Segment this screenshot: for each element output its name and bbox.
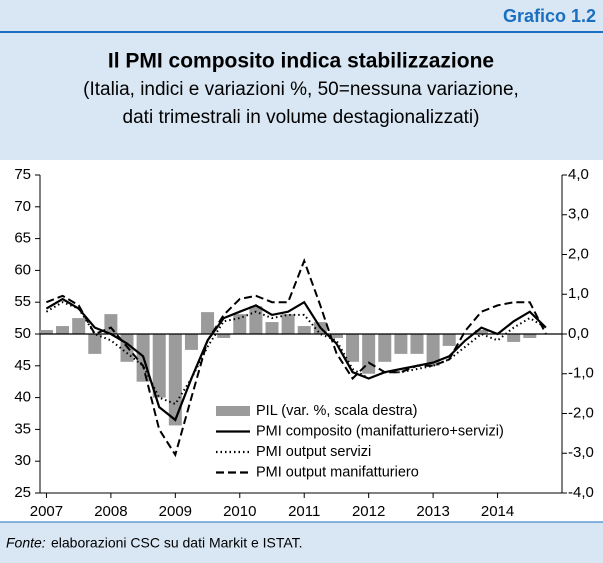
bar [297,326,311,334]
bar [168,334,182,426]
legend-label: PMI composito (manifatturiero+servizi) [256,423,504,439]
y-tick-label: 65 [14,230,31,247]
y2-tick-label: -4,0 [568,484,594,501]
bar [523,334,537,338]
bar [201,312,215,334]
figure-label: Grafico 1.2 [503,6,596,26]
x-tick-label: 2012 [352,503,385,520]
y2-tick-label: 3,0 [568,206,589,223]
y-tick-label: 55 [14,293,31,310]
source: elaborazioni CSC su dati Markit e ISTAT. [51,535,303,551]
legend-label: PMI output servizi [256,444,371,460]
y-tick-label: 60 [14,261,31,278]
bar [56,326,70,334]
bar [184,334,198,350]
x-tick-label: 2011 [288,503,320,520]
legend-label: PMI output manifatturiero [256,464,419,480]
y-tick-label: 50 [14,325,31,342]
y2-tick-label: 2,0 [568,245,589,262]
y2-tick-label: -2,0 [568,404,594,421]
bar [474,330,488,334]
bar [217,334,231,338]
x-tick-label: 2009 [159,503,192,520]
y-tick-label: 25 [14,484,31,501]
source-label: Fonte: [6,535,46,551]
x-tick-label: 2008 [94,503,127,520]
bar [72,318,86,334]
legend-swatch [216,406,250,416]
bar [39,330,53,334]
legend-box [212,402,474,486]
legend-label: PIL (var. %, scala destra) [256,403,417,419]
x-tick-label: 2013 [416,503,449,520]
bar [507,334,521,342]
bar [394,334,408,354]
y2-tick-label: 0,0 [568,325,589,342]
line [46,258,547,458]
x-tick-label: 2010 [223,503,256,520]
y2-tick-label: -3,0 [568,444,594,461]
bar [329,334,343,338]
bar [378,334,392,362]
y-tick-label: 40 [14,389,31,406]
bar [410,334,424,354]
chart-title: Il PMI composito indica stabilizzazione [108,50,494,73]
bar [442,334,456,346]
x-tick-label: 2007 [30,503,63,520]
y-tick-label: 35 [14,420,31,437]
bar [152,334,166,398]
y2-tick-label: 1,0 [568,285,589,302]
y-tick-label: 45 [14,357,31,374]
bar [249,306,263,334]
y2-tick-label: -1,0 [568,365,594,382]
y2-tick-label: 4,0 [568,166,589,183]
x-tick-label: 2014 [481,503,514,520]
chart-subtitle: (Italia, indici e variazioni %, 50=nessu… [83,79,519,100]
y-tick-label: 30 [14,452,31,469]
bar [281,314,295,334]
bar [88,334,102,354]
bar [233,314,247,334]
bar [265,322,279,334]
y-tick-label: 75 [14,166,31,183]
bar [346,334,360,362]
bar [426,334,440,366]
chart-subtitle: dati trimestrali in volume destagionaliz… [123,107,480,128]
y-tick-label: 70 [14,198,31,215]
line [45,297,547,422]
bar [104,314,118,334]
